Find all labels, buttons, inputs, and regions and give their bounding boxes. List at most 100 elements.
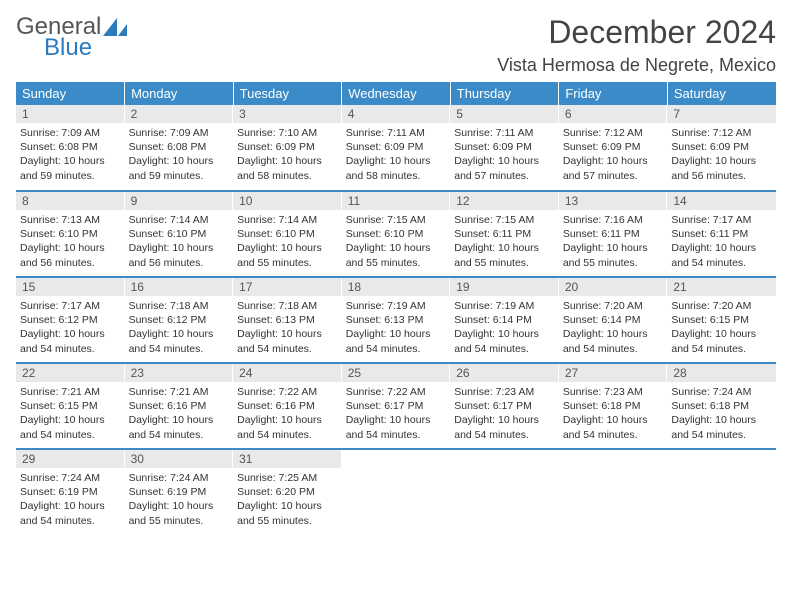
calendar-day-cell: 28Sunrise: 7:24 AMSunset: 6:18 PMDayligh… (667, 363, 776, 449)
day-details: Sunrise: 7:11 AMSunset: 6:09 PMDaylight:… (450, 123, 559, 186)
day-details: Sunrise: 7:24 AMSunset: 6:19 PMDaylight:… (125, 468, 234, 531)
weekday-header: Thursday (450, 82, 559, 105)
day-number: 22 (16, 364, 125, 382)
day-number: 15 (16, 278, 125, 296)
calendar-day-cell (450, 449, 559, 535)
day-number: 9 (125, 192, 234, 210)
calendar-week-row: 1Sunrise: 7:09 AMSunset: 6:08 PMDaylight… (16, 105, 776, 191)
calendar-day-cell: 1Sunrise: 7:09 AMSunset: 6:08 PMDaylight… (16, 105, 125, 191)
weekday-header: Monday (125, 82, 234, 105)
day-details: Sunrise: 7:20 AMSunset: 6:14 PMDaylight:… (559, 296, 668, 359)
day-number: 19 (450, 278, 559, 296)
day-details: Sunrise: 7:21 AMSunset: 6:15 PMDaylight:… (16, 382, 125, 445)
calendar-day-cell: 24Sunrise: 7:22 AMSunset: 6:16 PMDayligh… (233, 363, 342, 449)
brand-text: General Blue (16, 14, 101, 60)
day-details: Sunrise: 7:19 AMSunset: 6:13 PMDaylight:… (342, 296, 451, 359)
calendar-week-row: 22Sunrise: 7:21 AMSunset: 6:15 PMDayligh… (16, 363, 776, 449)
calendar-day-cell: 21Sunrise: 7:20 AMSunset: 6:15 PMDayligh… (667, 277, 776, 363)
calendar-day-cell: 14Sunrise: 7:17 AMSunset: 6:11 PMDayligh… (667, 191, 776, 277)
triangle-icon (103, 18, 129, 40)
day-number: 23 (125, 364, 234, 382)
day-number: 6 (559, 105, 668, 123)
day-details: Sunrise: 7:17 AMSunset: 6:11 PMDaylight:… (667, 210, 776, 273)
weekday-header: Tuesday (233, 82, 342, 105)
calendar-day-cell: 5Sunrise: 7:11 AMSunset: 6:09 PMDaylight… (450, 105, 559, 191)
day-number: 25 (342, 364, 451, 382)
calendar-day-cell: 6Sunrise: 7:12 AMSunset: 6:09 PMDaylight… (559, 105, 668, 191)
day-details: Sunrise: 7:23 AMSunset: 6:17 PMDaylight:… (450, 382, 559, 445)
calendar-day-cell: 12Sunrise: 7:15 AMSunset: 6:11 PMDayligh… (450, 191, 559, 277)
calendar-day-cell: 4Sunrise: 7:11 AMSunset: 6:09 PMDaylight… (342, 105, 451, 191)
day-details: Sunrise: 7:14 AMSunset: 6:10 PMDaylight:… (233, 210, 342, 273)
calendar-day-cell: 15Sunrise: 7:17 AMSunset: 6:12 PMDayligh… (16, 277, 125, 363)
day-number: 28 (667, 364, 776, 382)
day-details: Sunrise: 7:13 AMSunset: 6:10 PMDaylight:… (16, 210, 125, 273)
day-details: Sunrise: 7:12 AMSunset: 6:09 PMDaylight:… (667, 123, 776, 186)
day-number: 29 (16, 450, 125, 468)
day-number: 17 (233, 278, 342, 296)
calendar-day-cell: 31Sunrise: 7:25 AMSunset: 6:20 PMDayligh… (233, 449, 342, 535)
day-details: Sunrise: 7:16 AMSunset: 6:11 PMDaylight:… (559, 210, 668, 273)
calendar-day-cell: 22Sunrise: 7:21 AMSunset: 6:15 PMDayligh… (16, 363, 125, 449)
day-details: Sunrise: 7:18 AMSunset: 6:12 PMDaylight:… (125, 296, 234, 359)
day-number: 31 (233, 450, 342, 468)
calendar-day-cell: 11Sunrise: 7:15 AMSunset: 6:10 PMDayligh… (342, 191, 451, 277)
calendar-week-row: 29Sunrise: 7:24 AMSunset: 6:19 PMDayligh… (16, 449, 776, 535)
calendar-day-cell: 19Sunrise: 7:19 AMSunset: 6:14 PMDayligh… (450, 277, 559, 363)
day-details: Sunrise: 7:18 AMSunset: 6:13 PMDaylight:… (233, 296, 342, 359)
calendar-day-cell: 27Sunrise: 7:23 AMSunset: 6:18 PMDayligh… (559, 363, 668, 449)
calendar-day-cell: 30Sunrise: 7:24 AMSunset: 6:19 PMDayligh… (125, 449, 234, 535)
calendar-day-cell: 29Sunrise: 7:24 AMSunset: 6:19 PMDayligh… (16, 449, 125, 535)
calendar-day-cell: 9Sunrise: 7:14 AMSunset: 6:10 PMDaylight… (125, 191, 234, 277)
calendar-week-row: 15Sunrise: 7:17 AMSunset: 6:12 PMDayligh… (16, 277, 776, 363)
day-number: 10 (233, 192, 342, 210)
calendar-day-cell: 26Sunrise: 7:23 AMSunset: 6:17 PMDayligh… (450, 363, 559, 449)
day-number: 30 (125, 450, 234, 468)
day-details: Sunrise: 7:21 AMSunset: 6:16 PMDaylight:… (125, 382, 234, 445)
weekday-header: Friday (559, 82, 668, 105)
day-number: 8 (16, 192, 125, 210)
day-details: Sunrise: 7:15 AMSunset: 6:10 PMDaylight:… (342, 210, 451, 273)
day-details: Sunrise: 7:24 AMSunset: 6:18 PMDaylight:… (667, 382, 776, 445)
day-details: Sunrise: 7:14 AMSunset: 6:10 PMDaylight:… (125, 210, 234, 273)
day-details: Sunrise: 7:11 AMSunset: 6:09 PMDaylight:… (342, 123, 451, 186)
day-details: Sunrise: 7:19 AMSunset: 6:14 PMDaylight:… (450, 296, 559, 359)
day-details: Sunrise: 7:09 AMSunset: 6:08 PMDaylight:… (16, 123, 125, 186)
title-location: Vista Hermosa de Negrete, Mexico (497, 55, 776, 76)
day-number: 11 (342, 192, 451, 210)
calendar-day-cell: 18Sunrise: 7:19 AMSunset: 6:13 PMDayligh… (342, 277, 451, 363)
day-number: 1 (16, 105, 125, 123)
calendar-day-cell (667, 449, 776, 535)
day-details: Sunrise: 7:22 AMSunset: 6:16 PMDaylight:… (233, 382, 342, 445)
day-number: 27 (559, 364, 668, 382)
header: General Blue December 2024 Vista Hermosa… (16, 14, 776, 76)
weekday-header: Wednesday (342, 82, 451, 105)
day-number: 13 (559, 192, 668, 210)
day-number: 3 (233, 105, 342, 123)
day-details: Sunrise: 7:23 AMSunset: 6:18 PMDaylight:… (559, 382, 668, 445)
calendar-day-cell: 7Sunrise: 7:12 AMSunset: 6:09 PMDaylight… (667, 105, 776, 191)
calendar-day-cell: 23Sunrise: 7:21 AMSunset: 6:16 PMDayligh… (125, 363, 234, 449)
day-details: Sunrise: 7:09 AMSunset: 6:08 PMDaylight:… (125, 123, 234, 186)
day-details: Sunrise: 7:22 AMSunset: 6:17 PMDaylight:… (342, 382, 451, 445)
day-number: 5 (450, 105, 559, 123)
day-number: 12 (450, 192, 559, 210)
weekday-header-row: Sunday Monday Tuesday Wednesday Thursday… (16, 82, 776, 105)
calendar-day-cell: 13Sunrise: 7:16 AMSunset: 6:11 PMDayligh… (559, 191, 668, 277)
day-number: 26 (450, 364, 559, 382)
weekday-header: Saturday (667, 82, 776, 105)
calendar-day-cell: 17Sunrise: 7:18 AMSunset: 6:13 PMDayligh… (233, 277, 342, 363)
day-details: Sunrise: 7:15 AMSunset: 6:11 PMDaylight:… (450, 210, 559, 273)
calendar-day-cell: 2Sunrise: 7:09 AMSunset: 6:08 PMDaylight… (125, 105, 234, 191)
calendar-day-cell: 3Sunrise: 7:10 AMSunset: 6:09 PMDaylight… (233, 105, 342, 191)
calendar-day-cell: 8Sunrise: 7:13 AMSunset: 6:10 PMDaylight… (16, 191, 125, 277)
day-number: 24 (233, 364, 342, 382)
weekday-header: Sunday (16, 82, 125, 105)
day-details: Sunrise: 7:25 AMSunset: 6:20 PMDaylight:… (233, 468, 342, 531)
title-block: December 2024 Vista Hermosa de Negrete, … (497, 14, 776, 76)
calendar-day-cell: 16Sunrise: 7:18 AMSunset: 6:12 PMDayligh… (125, 277, 234, 363)
day-number: 20 (559, 278, 668, 296)
calendar-day-cell: 10Sunrise: 7:14 AMSunset: 6:10 PMDayligh… (233, 191, 342, 277)
day-number: 7 (667, 105, 776, 123)
brand-logo: General Blue (16, 14, 129, 60)
